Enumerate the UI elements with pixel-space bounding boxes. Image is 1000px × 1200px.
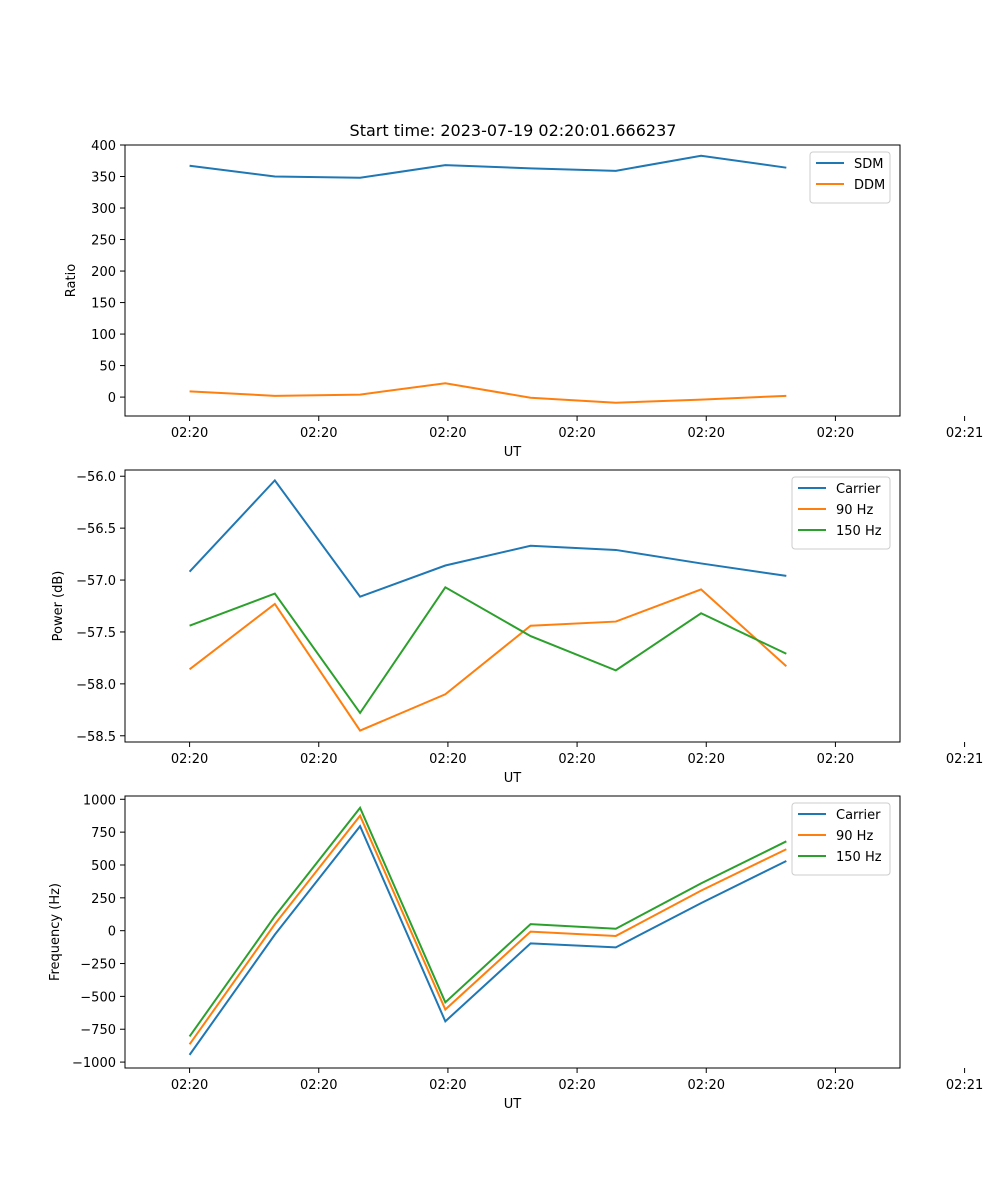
legend-label-carrier: Carrier (836, 482, 881, 497)
x-tick-label: 02:21 (946, 752, 983, 767)
y-tick-label: 300 (91, 202, 116, 217)
ratio-panel: 02:20 02:20 02:20 02:20 02:20 02:20 02:21 0 50 10… (64, 139, 983, 460)
x-tick-label: 02:20 (558, 426, 595, 441)
y-tick-label: 50 (99, 360, 116, 375)
legend-label-150-hz: 150 Hz (836, 850, 882, 865)
x-tick-label: 02:20 (558, 1078, 595, 1093)
legend: SDM DDM (809, 151, 891, 204)
x-tick-label: 02:20 (817, 1078, 854, 1093)
x-axis-label: UT (504, 771, 522, 786)
y-tick-label: −56.5 (76, 522, 116, 537)
y-tick-label: 0 (108, 391, 116, 406)
chart-title: Start time: 2023-07-19 02:20:01.666237 (350, 121, 677, 140)
x-tick-label: 02:21 (946, 1078, 983, 1093)
series-line-sdm (189, 154, 787, 179)
y-tick-label: 350 (91, 171, 116, 186)
power-panel: 02:20 02:20 02:20 02:20 02:20 02:20 02:21 −56.0… (51, 469, 983, 786)
legend-label-90-hz: 90 Hz (836, 503, 873, 518)
y-tick-label: 400 (91, 139, 116, 154)
series-line-150-hz (189, 585, 787, 715)
y-axis-label: Frequency (Hz) (48, 883, 63, 981)
legend-label-90-hz: 90 Hz (836, 829, 873, 844)
x-tick-label: 02:20 (688, 426, 725, 441)
series-line-150-hz (188, 805, 787, 1038)
x-tick-label: 02:20 (558, 752, 595, 767)
series-line-carrier (188, 478, 787, 598)
x-tick-label: 02:20 (429, 1078, 466, 1093)
y-tick-label: −750 (80, 1023, 116, 1038)
legend-label-150-hz: 150 Hz (836, 524, 882, 539)
x-tick-label: 02:20 (817, 426, 854, 441)
series-line-90-hz (188, 813, 787, 1045)
frequency-panel: 02:20 02:20 02:20 02:20 02:20 02:20 02:21 1000 7… (48, 793, 983, 1112)
y-axis-label: Power (dB) (51, 571, 66, 642)
y-tick-label: −58.5 (76, 730, 116, 745)
y-tick-label: 250 (91, 234, 116, 249)
y-tick-label: 250 (91, 892, 116, 907)
x-axis-label: UT (504, 445, 522, 460)
y-tick-label: 0 (108, 925, 116, 940)
x-tick-label: 02:20 (171, 1078, 208, 1093)
y-axis-label: Ratio (64, 264, 79, 297)
y-tick-label: −250 (80, 958, 116, 973)
y-tick-label: −500 (80, 990, 116, 1005)
plot-frame (124, 144, 901, 417)
y-tick-label: 200 (91, 265, 116, 280)
x-tick-label: 02:20 (817, 752, 854, 767)
series-line-carrier (188, 824, 787, 1056)
plot-frame (124, 469, 901, 743)
y-tick-label: 500 (91, 859, 116, 874)
y-tick-label: −56.0 (76, 470, 116, 485)
legend-label-sdm: SDM (854, 157, 883, 172)
y-tick-label: 150 (91, 297, 116, 312)
y-tick-label: 750 (91, 826, 116, 841)
y-tick-label: 1000 (83, 793, 116, 808)
legend-box (809, 151, 891, 204)
y-tick-label: 100 (91, 328, 116, 343)
x-tick-label: 02:20 (171, 752, 208, 767)
series-line-90-hz (188, 588, 787, 732)
y-tick-label: −57.5 (76, 626, 116, 641)
x-tick-label: 02:20 (429, 426, 466, 441)
x-tick-label: 02:20 (300, 426, 337, 441)
x-tick-label: 02:20 (300, 752, 337, 767)
x-tick-label: 02:20 (429, 752, 466, 767)
series-line-ddm (189, 382, 787, 404)
x-tick-label: 02:20 (688, 1078, 725, 1093)
x-tick-label: 02:20 (300, 1078, 337, 1093)
y-tick-label: −57.0 (76, 574, 116, 589)
x-tick-label: 02:20 (171, 426, 208, 441)
legend-label-ddm: DDM (854, 178, 885, 193)
x-tick-label: 02:20 (688, 752, 725, 767)
legend: Carrier 90 Hz 150 Hz (791, 476, 891, 550)
x-axis-label: UT (504, 1097, 522, 1112)
y-tick-label: −1000 (72, 1056, 116, 1071)
y-tick-label: −58.0 (76, 678, 116, 693)
legend-label-carrier: Carrier (836, 808, 881, 823)
plot-frame (124, 795, 901, 1069)
legend: Carrier 90 Hz 150 Hz (791, 802, 891, 876)
x-tick-label: 02:21 (946, 426, 983, 441)
